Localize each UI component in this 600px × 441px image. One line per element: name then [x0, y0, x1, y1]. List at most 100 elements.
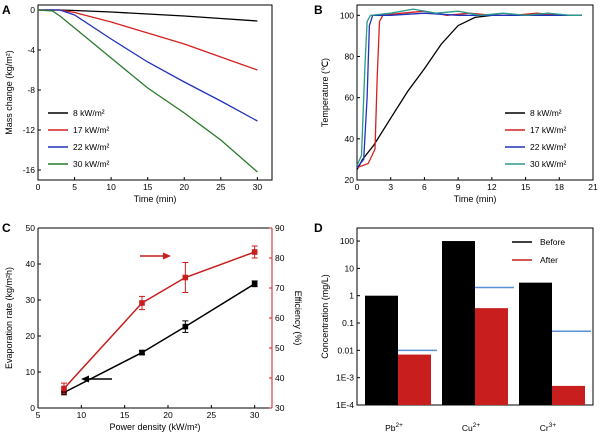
x-tick-label: 25 [216, 182, 226, 192]
y-axis-label: Evaporation rate (kg/m²h) [4, 267, 14, 369]
y-tick-label: 60 [345, 93, 355, 103]
y-tick-label: 40 [345, 134, 355, 144]
y-right-tick-label: 30 [275, 403, 285, 413]
data-point [251, 281, 258, 287]
y-right-tick-label: 90 [275, 223, 285, 233]
category-base: Cu [462, 423, 473, 433]
category-base: Cr [540, 423, 549, 433]
y-tick-label: -8 [27, 85, 35, 95]
y-tick-label: 50 [26, 223, 36, 233]
x-tick-label: 6 [422, 182, 427, 192]
y-tick-label: 80 [345, 51, 355, 61]
legend-entry: 30 kW/m² [530, 159, 567, 169]
panel-label-a: A [2, 3, 11, 17]
y-tick-label: 20 [345, 175, 355, 185]
panel-c-evaporation-chart: 5 10 15 20 25 30 0 10 20 30 40 50 30 40 50 60 70 80 90 Powe… [4, 223, 303, 432]
y-right-tick-label: 40 [275, 373, 285, 383]
data-point [139, 300, 145, 306]
x-tick-label: 21 [588, 182, 598, 192]
panel-a-mass-change-chart: 0 5 10 15 20 25 30 0 -4 -8 -12 -16 Time (min) Mass ch… [4, 4, 273, 204]
x-category-label: Cu2+ [462, 422, 480, 433]
y-right-tick-label: 70 [275, 283, 285, 293]
arrow-head-left [81, 375, 89, 383]
data-point [61, 385, 67, 392]
category-superscript: 2+ [473, 422, 481, 429]
panel-label-d: D [314, 221, 323, 235]
x-tick-label: 18 [555, 182, 565, 192]
bar [365, 295, 398, 405]
data-point [139, 349, 145, 356]
legend-entry: 30 kW/m² [73, 159, 110, 169]
x-tick-label: 25 [207, 410, 217, 420]
bar [552, 385, 585, 405]
x-tick-label: 5 [72, 182, 77, 192]
x-axis-label: Time (min) [454, 194, 497, 204]
x-tick-label: 15 [120, 410, 130, 420]
data-point [251, 249, 258, 255]
x-tick-label: 5 [36, 410, 41, 420]
y-tick-label: -12 [23, 125, 36, 135]
legend-entry: 22 kW/m² [530, 142, 567, 152]
x-tick-label: 20 [180, 182, 190, 192]
y-tick-label: 100 [340, 236, 354, 246]
x-axis-label: Power density (kW/m²) [109, 422, 200, 432]
x-category-label: Pb2+ [385, 422, 403, 433]
y-axis-label: Mass change (kg/m²) [4, 50, 14, 135]
y-tick-label: 0 [30, 403, 35, 413]
y-tick-label: 0 [30, 5, 35, 15]
data-point [182, 274, 189, 281]
x-tick-label: 30 [253, 182, 263, 192]
legend-entry: 17 kW/m² [530, 125, 567, 135]
y-tick-label: -4 [27, 45, 35, 55]
y-axis-label: Concentration (mg/L) [320, 274, 330, 359]
series-line [63, 283, 256, 394]
x-category-label: Cr3+ [540, 422, 557, 433]
plot-frame [356, 4, 594, 181]
y-tick-label: 10 [345, 263, 355, 273]
y-tick-label: 30 [26, 295, 36, 305]
category-superscript: 3+ [549, 422, 557, 429]
y-tick-label: 0.1 [342, 318, 354, 328]
y-tick-label: 1E-4 [336, 400, 354, 410]
series-line [63, 251, 255, 390]
y-right-axis-label: Efficiency (%) [293, 291, 303, 346]
x-tick-label: 3 [388, 182, 393, 192]
y-tick-label: 1 [349, 291, 354, 301]
y-tick-label: -16 [23, 165, 36, 175]
y-tick-label: 0.01 [337, 345, 354, 355]
x-tick-label: 0 [36, 182, 41, 192]
y-right-tick-label: 50 [275, 343, 285, 353]
panel-b-temperature-chart: 0 3 6 9 12 15 18 21 20 40 60 80 100 Time (min) Tempera… [320, 4, 598, 204]
category-superscript: 2+ [395, 422, 403, 429]
legend-entry: 17 kW/m² [73, 125, 110, 135]
x-axis-label: Time (min) [134, 194, 177, 204]
y-tick-label: 1E-3 [336, 373, 354, 383]
series-line [38, 9, 258, 122]
y-tick-label: 10 [26, 367, 36, 377]
category-base: Pb [385, 423, 396, 433]
panel-d-concentration-chart: 1E-4 1E-3 0.01 0.1 1 10 100 Concentration (mg/L… [320, 227, 594, 433]
series-line [356, 8, 582, 166]
x-tick-label: 9 [456, 182, 461, 192]
x-tick-label: 20 [163, 410, 173, 420]
legend-entry: 8 kW/m² [530, 108, 562, 118]
bar [398, 354, 431, 405]
x-tick-label: 15 [143, 182, 153, 192]
bar [475, 308, 508, 405]
x-tick-label: 0 [355, 182, 360, 192]
panel-label-b: B [314, 3, 323, 17]
x-tick-label: 30 [250, 410, 260, 420]
x-tick-label: 10 [106, 182, 116, 192]
bar [519, 282, 552, 405]
x-tick-label: 12 [487, 182, 497, 192]
legend-entry: Before [540, 237, 565, 247]
y-right-tick-label: 80 [275, 253, 285, 263]
x-tick-label: 15 [521, 182, 531, 192]
legend-entry: After [540, 255, 558, 265]
arrow-head-right [163, 252, 171, 260]
legend-entry: 22 kW/m² [73, 142, 110, 152]
y-tick-label: 20 [26, 331, 36, 341]
bar [442, 241, 475, 405]
x-tick-label: 10 [77, 410, 87, 420]
